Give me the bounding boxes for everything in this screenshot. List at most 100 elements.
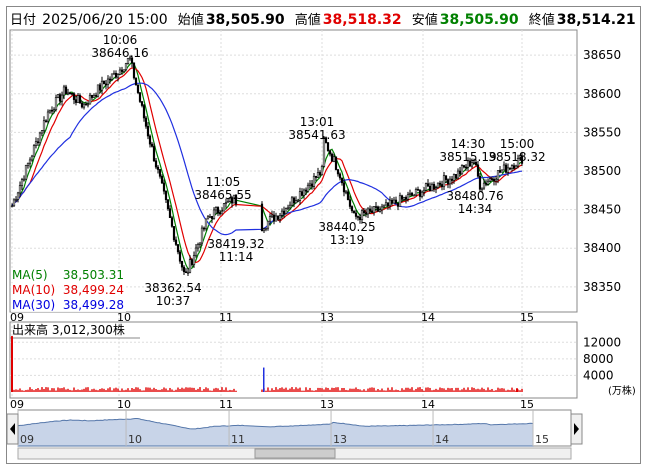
volume-time-tick-label: 09	[10, 398, 24, 411]
candle-body	[292, 197, 296, 204]
volume-bar	[457, 387, 459, 392]
high-label: 高値	[294, 13, 321, 28]
volume-bar	[167, 390, 169, 392]
candle-body	[130, 57, 134, 64]
candle-body	[32, 145, 36, 157]
open-label: 始値	[177, 13, 204, 28]
volume-bar	[339, 390, 341, 392]
candle-body	[512, 165, 516, 169]
candle-body	[272, 214, 276, 222]
candle-body	[432, 183, 436, 190]
candle-body	[378, 209, 382, 212]
volume-bar	[197, 388, 199, 392]
volume-bar	[513, 389, 515, 392]
candle-body	[210, 216, 214, 219]
volume-bar	[103, 388, 105, 392]
candle-body	[376, 206, 380, 212]
candle-body	[418, 189, 422, 197]
candle-body	[122, 69, 126, 72]
candle-body	[36, 141, 40, 144]
volume-bar	[379, 390, 381, 392]
volume-unit-label: (万株)	[608, 384, 636, 397]
candle-body	[168, 208, 172, 218]
candle-body	[518, 155, 522, 159]
volume-bar	[153, 387, 155, 392]
overview-area	[17, 418, 534, 447]
candle-body	[450, 178, 454, 181]
volume-bar	[35, 388, 37, 392]
volume-bar	[433, 389, 435, 392]
candle-body	[342, 182, 346, 193]
annotation-value: 38480.76	[446, 189, 503, 203]
volume-bar	[191, 387, 193, 392]
candle-body	[414, 189, 418, 196]
volume-bar	[465, 389, 467, 392]
candle-body	[476, 164, 480, 177]
price-tick-label: 38500	[583, 164, 621, 178]
candle-body	[176, 244, 180, 253]
candle-body	[70, 92, 74, 95]
time-tick-label: 09	[10, 311, 24, 324]
candle-body	[118, 69, 122, 75]
candle-body	[94, 95, 98, 97]
volume-bar	[79, 390, 81, 392]
candle-body	[394, 199, 398, 204]
candle-body	[22, 178, 26, 181]
candle-body	[102, 80, 106, 85]
time-tick-label: 15	[520, 311, 534, 324]
candle-body	[212, 209, 216, 219]
close-label: 終値	[528, 13, 555, 28]
annotation-time: 11:14	[219, 250, 254, 264]
candle-body	[306, 184, 310, 192]
volume-bar	[401, 388, 403, 392]
low-label: 安値	[411, 13, 438, 28]
annotation-time: 13:19	[330, 233, 365, 247]
volume-bar	[409, 388, 411, 392]
overview-tick-label: 15	[535, 433, 549, 446]
volume-bar	[97, 390, 99, 392]
candle-body	[50, 109, 54, 112]
volume-bar	[331, 387, 333, 392]
candle-body	[14, 199, 18, 201]
volume-bar	[27, 389, 29, 392]
volume-bar	[201, 390, 203, 392]
volume-bar	[33, 390, 35, 392]
candle-body	[56, 94, 60, 98]
candle-body	[260, 203, 264, 232]
candle-body	[158, 169, 162, 177]
candle-body	[324, 137, 328, 143]
volume-bar	[109, 387, 111, 392]
volume-bar	[495, 390, 497, 392]
volume-bar	[353, 388, 355, 392]
candle-body	[180, 260, 184, 268]
candle-body	[390, 199, 394, 204]
candle-body	[20, 179, 24, 186]
volume-bar	[463, 387, 465, 392]
candle-body	[446, 179, 450, 185]
candle-body	[278, 215, 282, 220]
volume-bar	[399, 390, 401, 392]
candle-body	[468, 160, 472, 167]
volume-bar	[205, 387, 207, 392]
volume-bar	[321, 388, 323, 392]
candle-body	[492, 178, 496, 182]
volume-bar	[189, 387, 191, 392]
scrollbar-thumb[interactable]	[254, 448, 336, 459]
volume-bar	[327, 387, 329, 392]
candle-body	[64, 86, 68, 95]
volume-bar	[207, 388, 209, 392]
volume-bar	[469, 390, 471, 392]
volume-bar	[373, 387, 375, 392]
volume-bar	[99, 388, 101, 392]
volume-bar	[313, 390, 315, 392]
candle-body	[328, 150, 332, 155]
candle-body	[358, 216, 362, 221]
candle-body	[58, 94, 62, 102]
candle-body	[500, 169, 504, 173]
volume-bar	[231, 390, 233, 392]
volume-bar	[115, 387, 117, 392]
ma-legend-label: MA(10)	[12, 283, 55, 297]
candle-body	[276, 215, 280, 220]
candle-body	[302, 189, 306, 196]
